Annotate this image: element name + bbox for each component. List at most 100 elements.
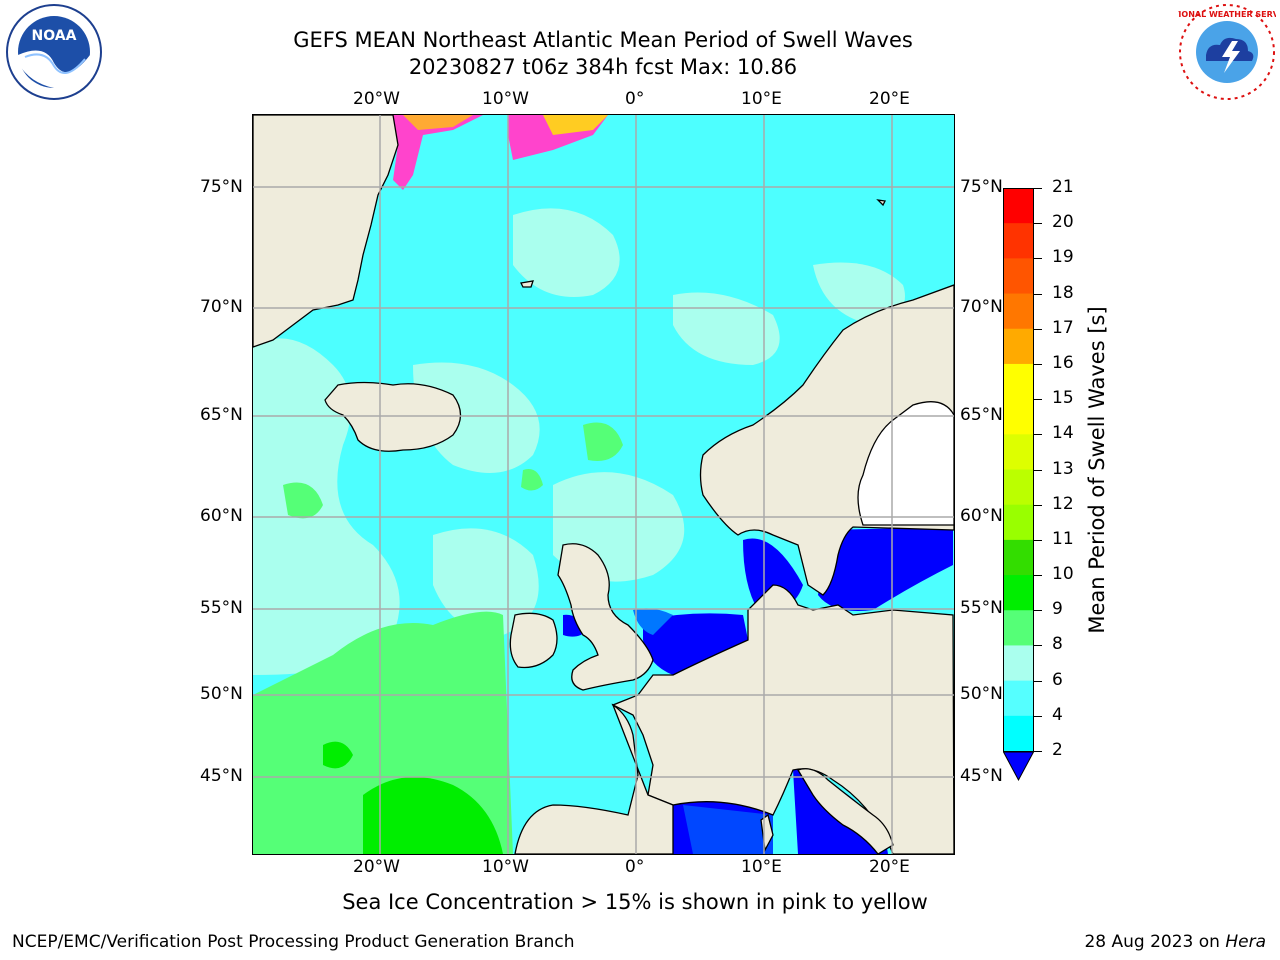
lat-tick-right: 50°N [960,684,1003,704]
lon-tick-bottom: 20°W [353,857,400,877]
lon-tick-bottom: 20°E [869,857,910,877]
lat-tick-left: 45°N [200,766,243,786]
colorbar-swatch [1003,610,1034,646]
colorbar-tick-mark [1034,188,1042,189]
colorbar-tick-mark [1034,751,1042,752]
colorbar-tick-label: 15 [1052,388,1074,409]
colorbar [1002,188,1035,782]
greenland [253,115,399,348]
gulf-of-bothnia-ice [857,401,954,526]
lat-tick-right: 55°N [960,598,1003,618]
colorbar-tick-label: 8 [1052,634,1063,655]
colorbar-tick-label: 2 [1052,740,1063,760]
map-subtitle: 20230827 t06z 384h fcst Max: 10.86 [408,55,798,79]
colorbar-tick-mark [1034,504,1042,506]
colorbar-tick-label: 10 [1052,564,1074,585]
colorbar-swatch [1003,188,1034,224]
lat-tick-left: 65°N [200,405,243,425]
lat-tick-right: 65°N [960,405,1003,425]
colorbar-swatch [1003,680,1034,717]
italy [797,768,894,854]
colorbar-swatch [1003,399,1034,435]
lat-tick-right: 45°N [960,766,1003,786]
nws-logo: NATIONAL WEATHER SERVICE [1161,3,1280,101]
great-britain [557,543,654,691]
colorbar-swatch [1003,328,1034,365]
colorbar-tick-mark [1034,258,1042,260]
colorbar-tick-label: 19 [1052,247,1074,268]
ireland [509,612,558,669]
swell-2-4-edge [633,608,773,854]
lat-tick-right: 70°N [960,297,1003,317]
colorbar-tick-mark [1034,575,1042,577]
lat-tick-right: 60°N [960,506,1003,526]
colorbar-swatch [1003,715,1034,752]
colorbar-tick-label: 4 [1052,704,1063,725]
footer-date: 28 Aug 2023 on Hera [1084,932,1266,952]
colorbar-tick-label: 11 [1052,528,1074,549]
colorbar-tick-mark [1034,680,1042,682]
lon-tick-top: 10°E [741,89,782,109]
colorbar-tick-label: 18 [1052,282,1074,303]
lat-tick-left: 55°N [200,598,243,618]
colorbar-swatch [1003,223,1034,259]
colorbar-tick-mark [1034,434,1042,436]
colorbar-tick-mark [1034,328,1042,330]
map-title: GEFS MEAN Northeast Atlantic Mean Period… [293,28,913,52]
colorbar-tick-mark [1034,399,1042,401]
lat-tick-left: 70°N [200,297,243,317]
colorbar-tick-label: 6 [1052,669,1063,690]
colorbar-swatch [1003,575,1034,611]
colorbar-swatch [1003,434,1034,470]
colorbar-tick-mark [1034,223,1042,225]
colorbar-swatch [1003,645,1034,682]
colorbar-tick-label: 13 [1052,458,1074,479]
map-svg [253,115,954,854]
lon-tick-bottom: 0° [625,857,645,877]
noaa-logo: NOAA [5,3,103,101]
lon-tick-bottom: 10°W [482,857,529,877]
lon-tick-bottom: 10°E [741,857,782,877]
colorbar-label: Mean Period of Swell Waves [s] [1085,306,1109,634]
lat-tick-left: 60°N [200,506,243,526]
colorbar-tick-label: 9 [1052,599,1063,620]
colorbar-swatch [1003,469,1034,506]
lat-tick-right: 75°N [960,177,1003,197]
colorbar-tick-mark [1034,610,1042,612]
lat-tick-left: 50°N [200,684,243,704]
colorbar-tick-mark [1034,363,1042,365]
colorbar-swatch [1003,539,1034,576]
lon-tick-top: 20°E [869,89,910,109]
colorbar-tick-label: 12 [1052,493,1074,514]
nws-logo-text: NATIONAL WEATHER SERVICE [1178,10,1276,19]
footer-branch: NCEP/EMC/Verification Post Processing Pr… [12,932,575,952]
lat-tick-left: 75°N [200,177,243,197]
footer-date-text: 28 Aug 2023 on [1084,932,1226,952]
colorbar-tick-label: 20 [1052,212,1074,233]
swell-11-12-region [323,741,503,854]
sea-ice-note: Sea Ice Concentration > 15% is shown in … [342,890,928,914]
colorbar-swatch [1003,258,1034,295]
colorbar-tick-label: 16 [1052,352,1074,373]
iceland [324,381,462,452]
lon-tick-top: 0° [625,89,645,109]
footer-host: Hera [1225,932,1266,952]
faroe-islands [520,280,534,288]
colorbar-tick-label: 21 [1052,177,1074,197]
colorbar-tick-mark [1034,715,1042,717]
colorbar-tick-label: 14 [1052,423,1074,444]
colorbar-tick-mark [1034,539,1042,541]
bear-island [876,199,886,207]
graticule [253,115,954,854]
colorbar-swatch [1003,363,1034,400]
iberia-france [514,703,674,854]
lon-tick-top: 20°W [353,89,400,109]
colorbar-tick-mark [1034,293,1042,295]
map-panel[interactable] [252,114,955,855]
colorbar-tick-mark [1034,469,1042,471]
noaa-logo-text: NOAA [32,28,77,44]
colorbar-tick-mark [1034,645,1042,647]
colorbar-swatch [1003,504,1034,541]
colorbar-tick-label: 17 [1052,317,1074,338]
colorbar-swatch [1003,293,1034,330]
